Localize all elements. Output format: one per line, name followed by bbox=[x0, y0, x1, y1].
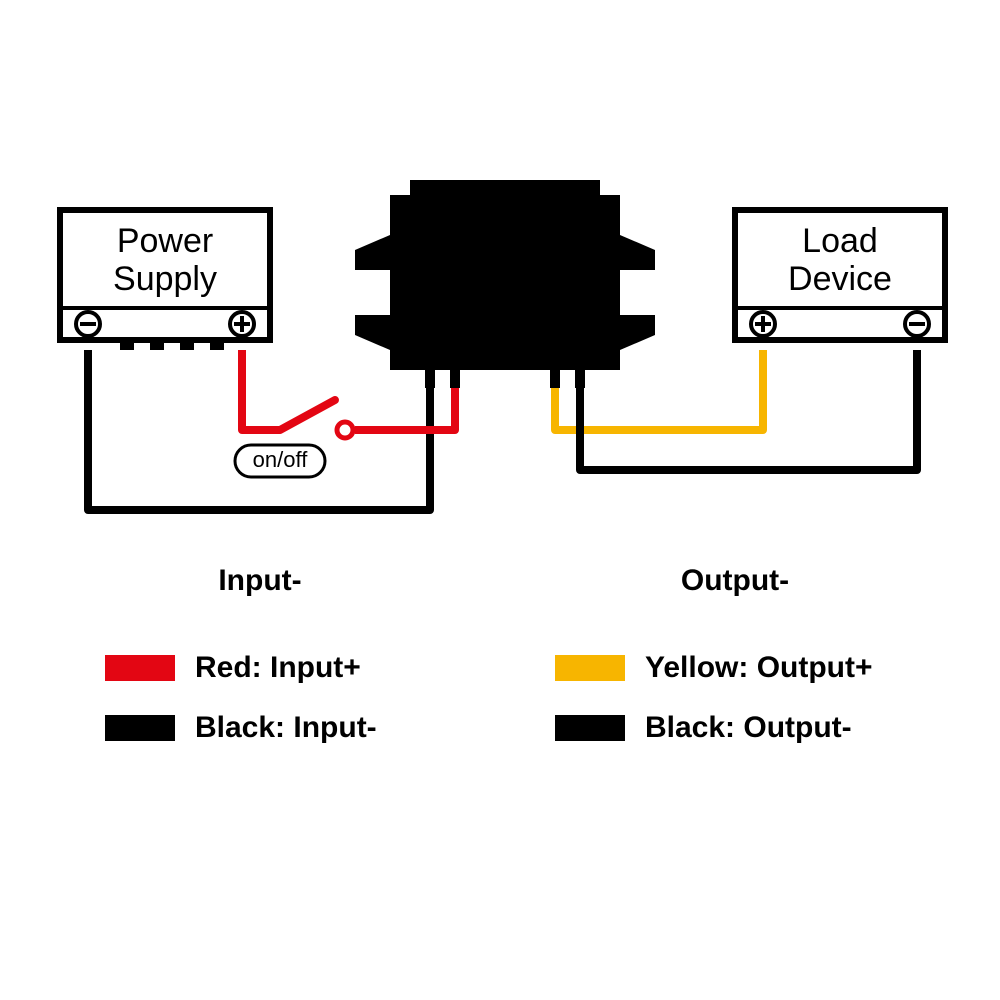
legend-text-3: Black: Output- bbox=[645, 711, 852, 744]
power-label-2: Supply bbox=[113, 260, 217, 298]
legend-swatch-0 bbox=[105, 655, 175, 681]
legend-text-1: Black: Input- bbox=[195, 711, 377, 744]
legend-text-2: Yellow: Output+ bbox=[645, 651, 873, 684]
load-label-1: Load bbox=[802, 222, 878, 260]
switch-lever bbox=[280, 400, 335, 430]
legend-swatch-3 bbox=[555, 715, 625, 741]
switch-label: on/off bbox=[253, 447, 309, 472]
switch-contact bbox=[337, 422, 353, 438]
legend-text-0: Red: Input+ bbox=[195, 651, 361, 684]
input-section-label: Input- bbox=[218, 564, 301, 597]
wire-input-positive-a bbox=[242, 350, 280, 430]
wiring-diagram: PowerSupply LoadDevice on/off Input- Output-… bbox=[0, 0, 1000, 1000]
load-label-2: Device bbox=[788, 260, 892, 298]
wire-input-positive-b bbox=[355, 388, 455, 430]
legend-swatch-1 bbox=[105, 715, 175, 741]
converter-module bbox=[355, 180, 655, 370]
legend-swatch-2 bbox=[555, 655, 625, 681]
power-label-1: Power bbox=[117, 222, 213, 260]
output-section-label: Output- bbox=[681, 564, 789, 597]
wire-output-negative bbox=[580, 350, 917, 470]
